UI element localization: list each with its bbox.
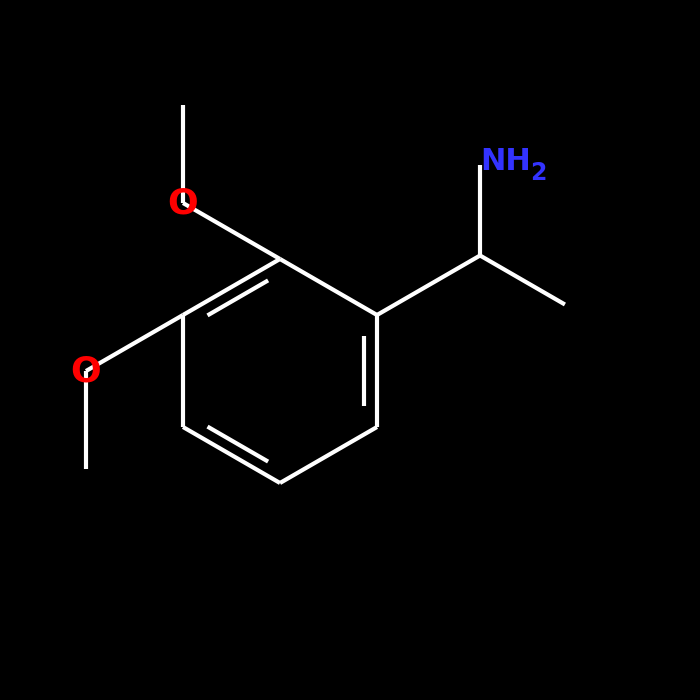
Text: 2: 2 bbox=[531, 161, 547, 185]
Text: NH: NH bbox=[480, 146, 531, 176]
Text: O: O bbox=[71, 354, 102, 388]
Text: O: O bbox=[167, 186, 198, 220]
